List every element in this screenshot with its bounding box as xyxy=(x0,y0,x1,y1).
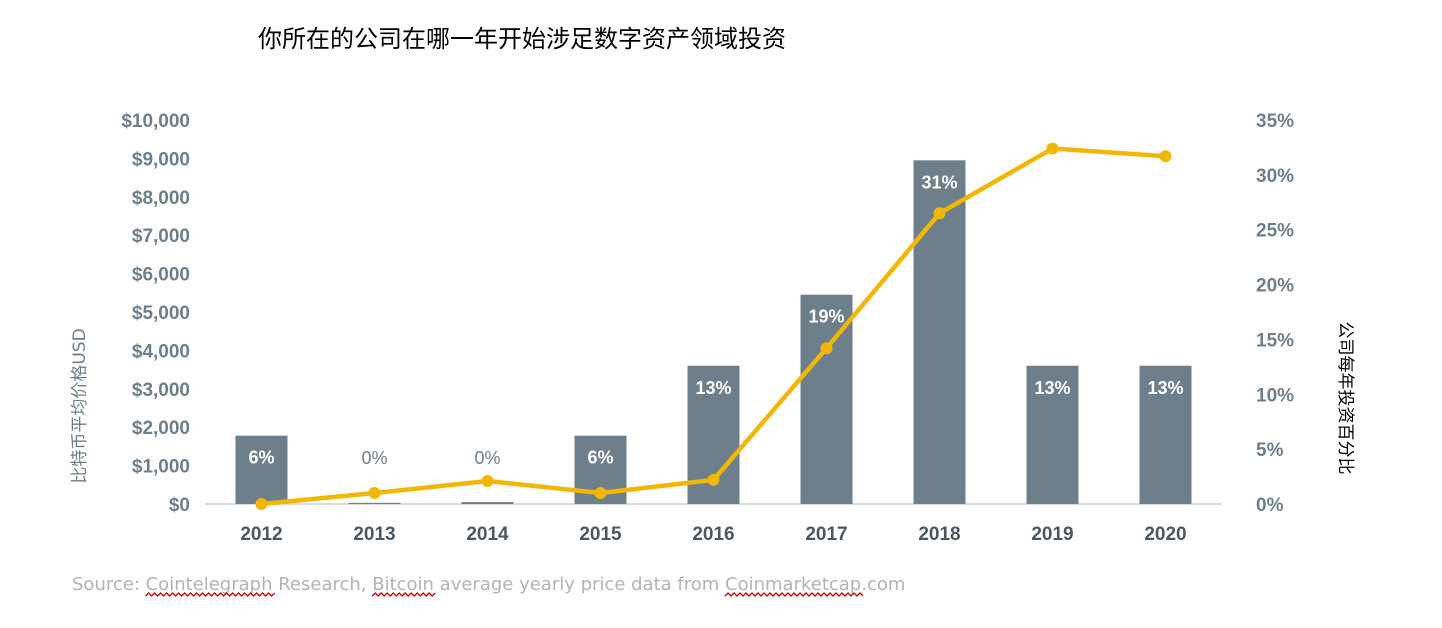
x-axis-ticks: 2012 2013 2014 2015 2016 2017 2018 2019 2020 xyxy=(240,524,1186,545)
spellcheck-underline xyxy=(371,592,436,597)
y-tick-left: $6,000 xyxy=(132,265,190,286)
y-tick-left: $2,000 xyxy=(132,418,190,439)
bar xyxy=(235,435,288,504)
y-tick-left: $4,000 xyxy=(132,341,190,362)
chart-title: 你所在的公司在哪一年开始涉足数字资产领域投资 xyxy=(258,25,786,53)
left-axis-ticks: $0 $1,000 $2,000 $3,000 $4,000 $5,000 $6,000 $7… xyxy=(121,111,190,516)
y-tick-left: $9,000 xyxy=(132,149,190,170)
y-tick-left: $7,000 xyxy=(132,226,190,247)
bar-data-labels: 6% 0% 0% 6% 13% 19% 31% 13% 13% xyxy=(248,172,1183,468)
y-tick-left: $8,000 xyxy=(132,188,190,209)
y-tick-right: 20% xyxy=(1256,276,1294,297)
bar-data-label: 6% xyxy=(248,448,274,468)
line-series xyxy=(255,142,1172,510)
spellcheck-underline xyxy=(145,592,276,597)
x-tick: 2013 xyxy=(353,524,395,545)
y-tick-left: $5,000 xyxy=(132,303,190,324)
x-tick: 2014 xyxy=(466,524,509,545)
x-tick: 2015 xyxy=(579,524,622,545)
right-axis-ticks: 0% 5% 10% 15% 20% 25% 30% 35% xyxy=(1256,111,1294,516)
y-tick-right: 35% xyxy=(1256,111,1294,132)
x-tick: 2012 xyxy=(240,524,282,545)
bar-data-label: 19% xyxy=(808,307,844,327)
x-tick: 2019 xyxy=(1031,524,1073,545)
y-tick-right: 15% xyxy=(1256,330,1294,351)
y-tick-left: $10,000 xyxy=(121,111,190,132)
line-point xyxy=(820,342,833,355)
bar-data-label: 13% xyxy=(1034,378,1070,398)
spellcheck-underline xyxy=(724,592,864,597)
bar-data-label: 31% xyxy=(921,172,957,192)
bar xyxy=(348,502,401,504)
y-tick-left: $3,000 xyxy=(132,380,190,401)
line-point xyxy=(933,207,946,220)
y-axis-label-right: 公司每年投资百分比 xyxy=(1335,322,1355,475)
y-tick-right: 5% xyxy=(1256,440,1284,461)
x-tick: 2020 xyxy=(1144,524,1186,545)
y-tick-right: 30% xyxy=(1256,166,1294,187)
bar-data-label: 13% xyxy=(1147,378,1183,398)
y-tick-left: $0 xyxy=(169,495,190,516)
y-tick-left: $1,000 xyxy=(132,457,190,478)
spellcheck-underlines xyxy=(145,592,864,597)
y-tick-right: 0% xyxy=(1256,495,1284,516)
bar-series xyxy=(235,160,1192,504)
bar-data-label: 6% xyxy=(587,448,613,468)
x-tick: 2018 xyxy=(918,524,960,545)
bar-data-label: 0% xyxy=(361,448,387,468)
line-point xyxy=(1159,150,1172,163)
bar-data-label: 13% xyxy=(695,378,731,398)
line-point xyxy=(481,474,494,487)
line-point xyxy=(1046,142,1059,155)
line-point xyxy=(255,498,268,510)
x-tick: 2017 xyxy=(805,524,847,545)
y-axis-label-left: 比特币平均价格USD xyxy=(70,328,90,483)
line-point xyxy=(368,487,381,500)
bar xyxy=(1026,365,1079,504)
line-point xyxy=(594,487,607,500)
bar-data-label: 0% xyxy=(474,448,500,468)
bar xyxy=(461,502,514,504)
y-tick-right: 10% xyxy=(1256,385,1294,406)
line-point xyxy=(707,473,720,486)
bar xyxy=(1139,365,1192,504)
y-tick-right: 25% xyxy=(1256,221,1294,242)
source-note: Source: Cointelegraph Research, Bitcoin … xyxy=(72,574,905,595)
x-tick: 2016 xyxy=(692,524,734,545)
